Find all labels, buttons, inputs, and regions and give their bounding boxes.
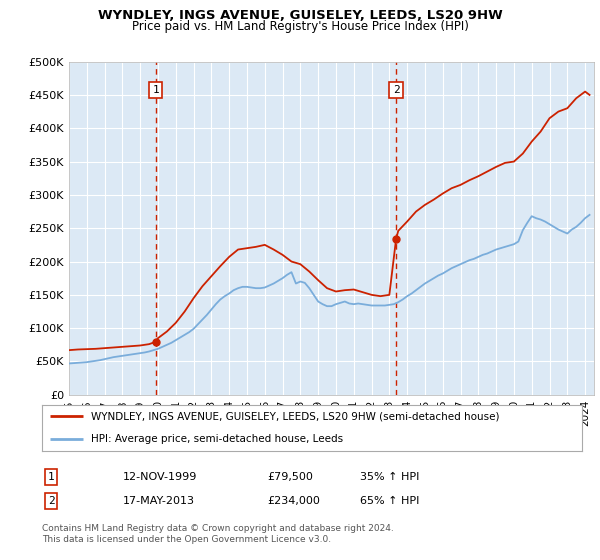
Text: 12-NOV-1999: 12-NOV-1999: [123, 472, 197, 482]
Text: 65% ↑ HPI: 65% ↑ HPI: [360, 496, 419, 506]
Text: 1: 1: [47, 472, 55, 482]
Text: 1: 1: [152, 85, 159, 95]
Text: 17-MAY-2013: 17-MAY-2013: [123, 496, 195, 506]
Text: 2: 2: [393, 85, 400, 95]
Text: Contains HM Land Registry data © Crown copyright and database right 2024.
This d: Contains HM Land Registry data © Crown c…: [42, 524, 394, 544]
Text: WYNDLEY, INGS AVENUE, GUISELEY, LEEDS, LS20 9HW: WYNDLEY, INGS AVENUE, GUISELEY, LEEDS, L…: [98, 8, 502, 22]
Text: Price paid vs. HM Land Registry's House Price Index (HPI): Price paid vs. HM Land Registry's House …: [131, 20, 469, 34]
Text: WYNDLEY, INGS AVENUE, GUISELEY, LEEDS, LS20 9HW (semi-detached house): WYNDLEY, INGS AVENUE, GUISELEY, LEEDS, L…: [91, 412, 499, 421]
Text: £79,500: £79,500: [267, 472, 313, 482]
Text: 35% ↑ HPI: 35% ↑ HPI: [360, 472, 419, 482]
Text: HPI: Average price, semi-detached house, Leeds: HPI: Average price, semi-detached house,…: [91, 435, 343, 444]
Text: £234,000: £234,000: [267, 496, 320, 506]
Text: 2: 2: [47, 496, 55, 506]
